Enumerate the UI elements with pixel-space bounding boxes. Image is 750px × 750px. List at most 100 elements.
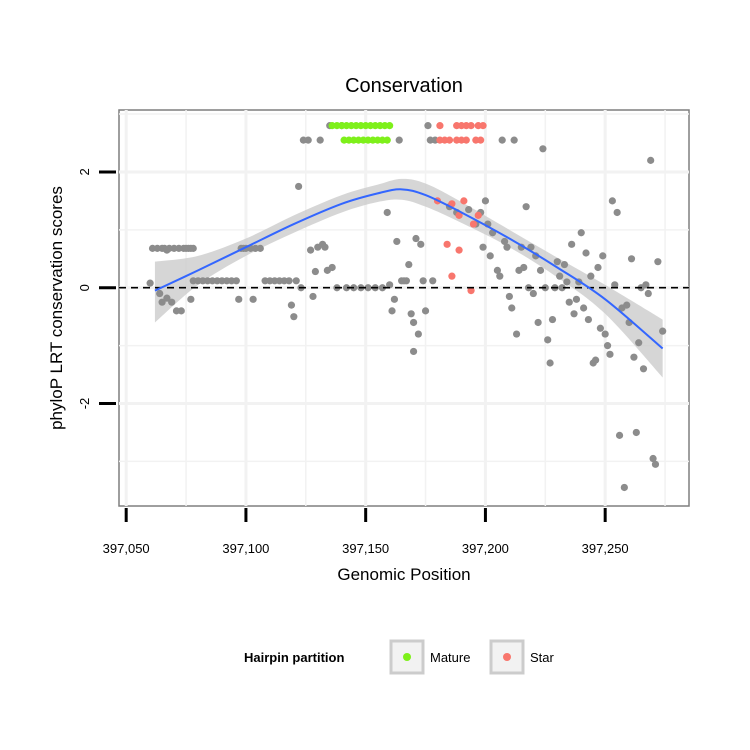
point-other bbox=[560, 260, 569, 269]
point-other bbox=[177, 307, 185, 315]
point-other bbox=[189, 244, 197, 252]
point-other bbox=[187, 295, 195, 303]
point-other bbox=[649, 454, 657, 463]
point-other bbox=[599, 252, 607, 260]
point-other bbox=[500, 237, 509, 246]
point-other bbox=[496, 272, 504, 280]
point-other bbox=[544, 336, 552, 344]
point-other bbox=[563, 278, 571, 286]
point-other bbox=[613, 208, 621, 217]
legend-label-star: Star bbox=[530, 650, 555, 665]
point-other bbox=[414, 330, 422, 338]
point-star bbox=[455, 246, 463, 254]
point-other bbox=[311, 267, 319, 276]
point-other bbox=[429, 277, 437, 285]
plot-panel bbox=[118, 109, 690, 507]
point-other bbox=[512, 330, 521, 338]
point-other bbox=[639, 365, 648, 373]
point-other bbox=[522, 203, 530, 211]
x-tick-label: 397,200 bbox=[462, 541, 509, 556]
axes-layer: 397,050 397,100 397,150 397,200 397,250 -2 0 2 bbox=[77, 168, 629, 556]
point-other bbox=[568, 240, 576, 248]
point-other bbox=[587, 272, 595, 280]
point-other bbox=[465, 205, 473, 214]
point-star bbox=[445, 136, 454, 144]
confidence-ribbon-layer bbox=[154, 178, 663, 378]
point-other bbox=[390, 295, 399, 303]
x-tick-label: 397,050 bbox=[103, 541, 150, 556]
legend-key-mature bbox=[389, 639, 425, 675]
point-other bbox=[508, 304, 516, 312]
point-other bbox=[620, 483, 628, 492]
point-other bbox=[417, 240, 425, 248]
point-other bbox=[654, 258, 662, 266]
point-other bbox=[580, 304, 588, 312]
point-other bbox=[493, 266, 501, 274]
x-tick-label: 397,250 bbox=[582, 541, 629, 556]
point-other bbox=[409, 347, 418, 356]
point-star bbox=[448, 272, 456, 280]
point-other bbox=[388, 307, 396, 315]
point-other bbox=[232, 277, 240, 285]
point-other bbox=[536, 266, 545, 274]
point-star bbox=[460, 197, 468, 205]
point-other bbox=[292, 277, 300, 285]
point-star bbox=[455, 211, 463, 219]
point-other bbox=[510, 136, 518, 144]
point-other bbox=[421, 307, 430, 315]
smooth-trend-line bbox=[154, 188, 664, 350]
point-other bbox=[596, 324, 604, 332]
point-other bbox=[256, 244, 264, 252]
point-other bbox=[556, 272, 564, 280]
point-other bbox=[287, 301, 296, 309]
point-other bbox=[623, 301, 631, 309]
legend-dot-star bbox=[503, 653, 511, 661]
point-other bbox=[577, 229, 585, 237]
point-other bbox=[479, 243, 487, 251]
point-other bbox=[611, 281, 619, 289]
point-other bbox=[386, 281, 394, 289]
point-other bbox=[503, 243, 511, 251]
legend-dot-mature bbox=[403, 653, 411, 661]
point-other bbox=[606, 350, 614, 358]
point-other bbox=[378, 284, 387, 292]
point-other bbox=[584, 315, 593, 324]
series-mature bbox=[328, 122, 394, 144]
point-star bbox=[467, 122, 475, 130]
point-other bbox=[651, 460, 660, 468]
point-star bbox=[477, 136, 485, 144]
points-layer bbox=[146, 122, 667, 492]
legend: Hairpin partition Mature Star bbox=[244, 639, 555, 675]
point-star bbox=[467, 287, 475, 295]
point-other bbox=[409, 318, 418, 327]
point-other bbox=[565, 298, 573, 306]
point-other bbox=[644, 289, 652, 298]
point-other bbox=[642, 281, 650, 289]
point-mature bbox=[386, 122, 394, 130]
x-axis-label: Genomic Position bbox=[337, 565, 470, 584]
point-other bbox=[558, 284, 566, 292]
point-other bbox=[534, 318, 542, 327]
point-other bbox=[615, 431, 624, 439]
point-other bbox=[481, 197, 490, 205]
x-tick-label: 397,100 bbox=[222, 541, 269, 556]
point-other bbox=[548, 315, 557, 324]
point-other bbox=[529, 289, 537, 298]
point-other bbox=[486, 252, 494, 260]
point-other bbox=[290, 313, 298, 321]
point-star bbox=[479, 122, 487, 130]
x-tick-label: 397,150 bbox=[342, 541, 389, 556]
point-other bbox=[168, 298, 176, 306]
point-other bbox=[249, 295, 257, 303]
point-other bbox=[342, 284, 351, 292]
point-star bbox=[436, 122, 444, 130]
series-star bbox=[433, 122, 487, 295]
point-other bbox=[572, 295, 581, 303]
point-other bbox=[603, 342, 612, 350]
point-other bbox=[520, 263, 528, 272]
point-other bbox=[407, 310, 415, 318]
chart-title: Conservation bbox=[345, 75, 463, 97]
point-other bbox=[393, 237, 401, 246]
point-other bbox=[383, 208, 391, 217]
point-other bbox=[594, 263, 602, 272]
